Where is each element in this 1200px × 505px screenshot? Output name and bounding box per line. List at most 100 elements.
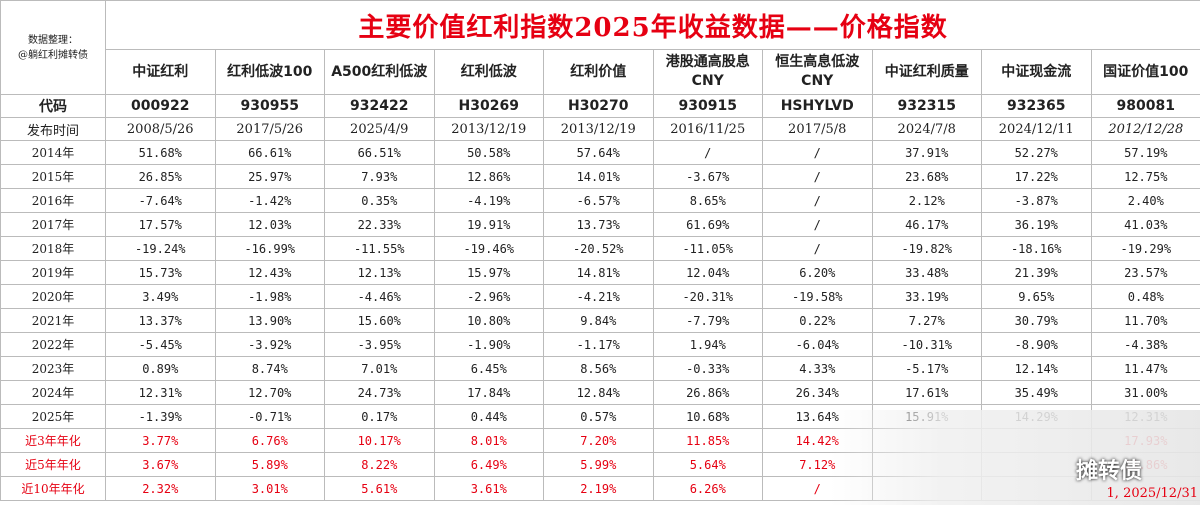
launch_date: 2016/11/25	[652, 117, 763, 141]
column-header: 中证红利	[105, 49, 216, 95]
cell: 24.73%	[324, 380, 435, 405]
cell: -20.31%	[652, 284, 763, 309]
rows-row: 2018年 -19.24% -16.99% -11.55% -19.46% -20.52%…	[0, 236, 1200, 261]
cell: -19.58%	[762, 284, 873, 309]
row-label: 2016年	[0, 188, 106, 213]
cell: -18.16%	[981, 236, 1092, 261]
cell: 7.01%	[324, 356, 435, 381]
cell: 12.75%	[1090, 164, 1200, 189]
cell: -3.92%	[214, 332, 325, 357]
row-label: 近10年年化	[0, 476, 106, 501]
launch_date: 2008/5/26	[105, 117, 216, 141]
cell: 17.57%	[105, 212, 216, 237]
source-line: @躺红利摊转债	[18, 49, 88, 61]
cell: /	[762, 212, 873, 237]
cell: 3.49%	[105, 284, 216, 309]
cell: 12.84%	[543, 380, 654, 405]
cell: -20.52%	[543, 236, 654, 261]
cell: 0.44%	[433, 404, 544, 429]
launch_date: 2024/7/8	[871, 117, 982, 141]
cell: 12.04%	[652, 260, 763, 285]
cell: 3.61%	[433, 476, 544, 501]
row-label: 2018年	[0, 236, 106, 261]
cell: 10.17%	[324, 428, 435, 453]
cell: 8.65%	[652, 188, 763, 213]
launch_date: 2025/4/9	[324, 117, 435, 141]
cell: -11.05%	[652, 236, 763, 261]
column-header: 中证红利质量	[871, 49, 982, 95]
cell: 26.34%	[762, 380, 873, 405]
cell: -19.29%	[1090, 236, 1200, 261]
rows-row: 2014年 51.68% 66.61% 66.51% 50.58% 57.64% //37.…	[0, 140, 1200, 165]
rows-row: 2022年 -5.45% -3.92% -3.95% -1.90% -1.17% 1.94%…	[0, 332, 1200, 357]
launch_date: 2013/12/19	[433, 117, 544, 141]
cell: -1.42%	[214, 188, 325, 213]
cell: 12.70%	[214, 380, 325, 405]
cell: -8.90%	[981, 332, 1092, 357]
cell: 5.61%	[324, 476, 435, 501]
column-header: 红利低波100	[214, 49, 325, 95]
code: 932315	[871, 94, 982, 118]
cell: /	[652, 140, 763, 165]
title: 主要价值红利指数2025年收益数据——价格指数	[104, 0, 1200, 50]
code: 930915	[652, 94, 763, 118]
cell: 8.22%	[324, 452, 435, 477]
cell: 30.79%	[981, 308, 1092, 333]
cell: 21.39%	[981, 260, 1092, 285]
launch_date: 2012/12/28	[1090, 117, 1200, 141]
cell: /	[762, 188, 873, 213]
rows-row: 2015年 26.85% 25.97% 7.93% 12.86% 14.01% -3.67%…	[0, 164, 1200, 189]
row-label: 2023年	[0, 356, 106, 381]
cell: -3.87%	[981, 188, 1092, 213]
cell: -0.71%	[214, 404, 325, 429]
cell: -19.46%	[433, 236, 544, 261]
rows-row: 2019年 15.73% 12.43% 12.13% 15.97% 14.81% 12.04…	[0, 260, 1200, 285]
cell: 23.57%	[1090, 260, 1200, 285]
cell: -1.98%	[214, 284, 325, 309]
cell: -10.31%	[871, 332, 982, 357]
row-label: 发布时间	[0, 117, 106, 141]
code: H30269	[433, 94, 544, 118]
cell: 4.33%	[762, 356, 873, 381]
cell: 15.60%	[324, 308, 435, 333]
cell: 3.77%	[105, 428, 216, 453]
cell: 41.03%	[1090, 212, 1200, 237]
cell: 6.20%	[762, 260, 873, 285]
cell: 6.76%	[214, 428, 325, 453]
cell: 3.01%	[214, 476, 325, 501]
cell: /	[762, 236, 873, 261]
cell: 13.73%	[543, 212, 654, 237]
cell: 12.13%	[324, 260, 435, 285]
cell: 2.32%	[105, 476, 216, 501]
cell: 23.68%	[871, 164, 982, 189]
cell: 37.91%	[871, 140, 982, 165]
row-label: 2020年	[0, 284, 106, 309]
rows-row: 2021年 13.37% 13.90% 15.60% 10.80% 9.84% -7.79%…	[0, 308, 1200, 333]
cell: 0.48%	[1090, 284, 1200, 309]
code: 930955	[214, 94, 325, 118]
cell: -0.33%	[652, 356, 763, 381]
title-row: 数据整理： @躺红利摊转债 主要价值红利指数2025年收益数据——价格指数	[0, 0, 1200, 95]
column-header: A500红利低波	[324, 49, 435, 95]
cell: 5.64%	[652, 452, 763, 477]
cell: 14.81%	[543, 260, 654, 285]
column-header: 国证价值100	[1090, 49, 1200, 95]
cell: -4.21%	[543, 284, 654, 309]
cell: 33.19%	[871, 284, 982, 309]
cell: -19.24%	[105, 236, 216, 261]
column-header: 中证现金流	[981, 49, 1092, 95]
cell: 12.03%	[214, 212, 325, 237]
launch_date: 2017/5/8	[762, 117, 873, 141]
cell: 0.89%	[105, 356, 216, 381]
row-label: 2019年	[0, 260, 106, 285]
row-label: 近3年年化	[0, 428, 106, 453]
cell: 7.27%	[871, 308, 982, 333]
cell: 5.99%	[543, 452, 654, 477]
launch_date: 2024/12/11	[981, 117, 1092, 141]
cell: 15.97%	[433, 260, 544, 285]
cell: 9.65%	[981, 284, 1092, 309]
cell: 26.86%	[652, 380, 763, 405]
cell: 33.48%	[871, 260, 982, 285]
rows-row: 2016年 -7.64% -1.42% 0.35% -4.19% -6.57% 8.65% /…	[0, 188, 1200, 213]
